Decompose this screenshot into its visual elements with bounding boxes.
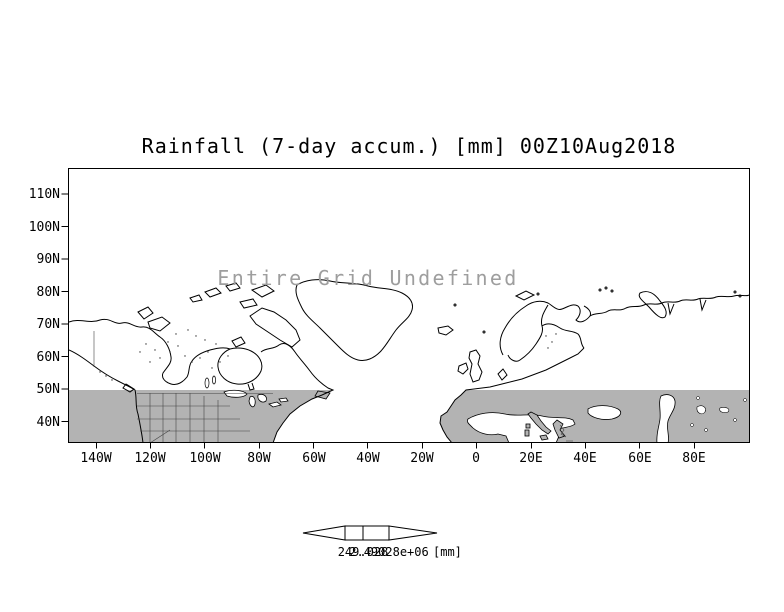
grid-undefined-message: Entire Grid Undefined [217, 266, 519, 290]
x-tick-label: 0 [472, 451, 480, 466]
undefined-shading [69, 390, 749, 442]
plot-frame [68, 168, 750, 443]
x-tick-label: 120W [134, 451, 166, 466]
y-tick-label: 70N [36, 317, 60, 332]
colorbar-tick-label: 249.028 [337, 545, 389, 559]
x-tick-label: 80W [247, 451, 271, 466]
coastlines [69, 279, 749, 442]
x-tick-label: 80E [682, 451, 706, 466]
x-tick-label: 100W [189, 451, 221, 466]
x-tick-label: 20W [410, 451, 434, 466]
x-tick-label: 60W [302, 451, 326, 466]
political-borders [93, 331, 573, 442]
x-tick-label: 20E [519, 451, 543, 466]
x-tick-label: 60E [628, 451, 652, 466]
colorbar-shape [302, 525, 438, 541]
y-tick-label: 50N [36, 382, 60, 397]
lake-speckles [99, 329, 557, 381]
y-tick-label: 110N [28, 187, 60, 202]
axis-ticks-bottom [96, 442, 695, 449]
y-tick-label: 80N [36, 285, 60, 300]
y-tick-label: 60N [36, 350, 60, 365]
y-tick-label: 100N [28, 220, 60, 235]
x-tick-label: 140W [80, 451, 112, 466]
y-tick-label: 40N [36, 415, 60, 430]
plot-title: Rainfall (7-day accum.) [mm] 00Z10Aug201… [141, 134, 677, 158]
lakes-and-seas [223, 389, 747, 442]
colorbar-units-label: [mm] [433, 545, 462, 559]
mediterranean-peninsulas [524, 411, 566, 441]
y-tick-label: 90N [36, 252, 60, 267]
x-tick-label: 40E [573, 451, 597, 466]
colorbar-tick-label: 2.49028e+06 [349, 545, 429, 559]
x-tick-label: 40W [356, 451, 380, 466]
axis-ticks-left [61, 193, 69, 422]
